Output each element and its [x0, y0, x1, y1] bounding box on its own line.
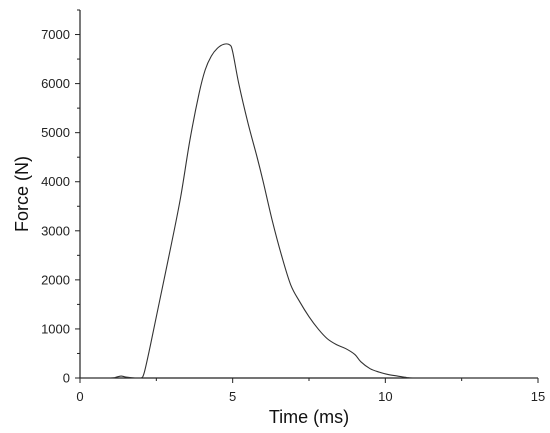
- x-tick-label: 10: [378, 389, 392, 404]
- y-tick-label: 5000: [41, 125, 70, 140]
- x-tick-label: 0: [76, 389, 83, 404]
- x-tick-label: 5: [229, 389, 236, 404]
- y-tick-label: 4000: [41, 174, 70, 189]
- y-tick-label: 1000: [41, 321, 70, 336]
- x-axis-label: Time (ms): [269, 407, 349, 427]
- y-tick-label: 0: [63, 371, 70, 386]
- y-tick-label: 6000: [41, 76, 70, 91]
- y-tick-label: 2000: [41, 272, 70, 287]
- x-tick-label: 15: [531, 389, 545, 404]
- y-axis-ticks: 0 1000 2000 3000 4000 5000 6000 7000: [41, 9, 80, 386]
- plot-area: 0 5 10 15 0 1000 2000 3000 4000 5000 6000 7000: [41, 9, 545, 404]
- x-axis-ticks: 0 5 10 15: [76, 378, 545, 404]
- y-tick-label: 3000: [41, 223, 70, 238]
- y-axis-label: Force (N): [12, 156, 32, 232]
- force-curve-line: [79, 43, 538, 379]
- y-tick-label: 7000: [41, 27, 70, 42]
